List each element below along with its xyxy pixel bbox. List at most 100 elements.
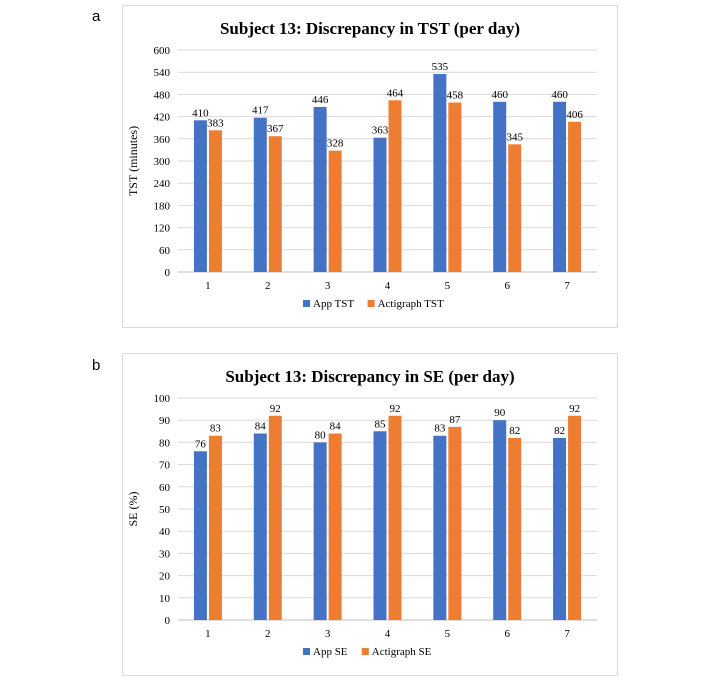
y-tick-label: 60 bbox=[159, 245, 171, 257]
y-tick-label: 360 bbox=[154, 134, 171, 146]
data-label: 90 bbox=[494, 407, 506, 419]
x-tick-label: 2 bbox=[265, 628, 271, 640]
data-label: 446 bbox=[312, 94, 329, 106]
bar bbox=[193, 120, 207, 272]
tst-bar-chart: Subject 13: Discrepancy in TST (per day)… bbox=[126, 19, 597, 310]
x-tick-label: 2 bbox=[265, 280, 271, 292]
x-tick-label: 7 bbox=[564, 280, 570, 292]
chart-panel-b: Subject 13: Discrepancy in SE (per day) 0… bbox=[122, 353, 618, 676]
data-label: 345 bbox=[506, 131, 523, 143]
data-label: 85 bbox=[375, 418, 387, 430]
y-tick-label: 0 bbox=[165, 267, 171, 279]
x-tick-label: 1 bbox=[205, 280, 211, 292]
y-tick-label: 30 bbox=[159, 548, 171, 560]
bar bbox=[268, 136, 282, 272]
data-label: 383 bbox=[207, 117, 224, 129]
legend-label: Actigraph SE bbox=[372, 646, 432, 658]
y-axis-label: SE (%) bbox=[126, 492, 140, 527]
bar bbox=[388, 415, 402, 620]
legend-label: Actigraph TST bbox=[378, 298, 444, 310]
x-tick-label: 3 bbox=[325, 628, 331, 640]
chart-title: Subject 13: Discrepancy in SE (per day) bbox=[225, 367, 514, 386]
bar bbox=[568, 121, 582, 272]
data-label: 417 bbox=[252, 105, 269, 117]
bar bbox=[568, 415, 582, 620]
bar bbox=[208, 130, 222, 272]
data-label: 328 bbox=[327, 138, 344, 150]
data-label: 406 bbox=[566, 109, 583, 121]
chart-title: Subject 13: Discrepancy in TST (per day) bbox=[220, 19, 520, 38]
bar bbox=[448, 102, 462, 272]
data-label: 92 bbox=[270, 403, 281, 415]
legend-swatch bbox=[367, 300, 375, 307]
bar bbox=[388, 100, 402, 272]
y-axis-label: TST (minutes) bbox=[126, 126, 140, 196]
data-label: 76 bbox=[195, 438, 207, 450]
y-tick-label: 240 bbox=[154, 178, 171, 190]
y-tick-label: 90 bbox=[159, 415, 171, 427]
data-label: 410 bbox=[192, 107, 209, 119]
x-tick-label: 4 bbox=[385, 628, 391, 640]
data-label: 464 bbox=[387, 87, 404, 99]
y-tick-label: 70 bbox=[159, 460, 171, 472]
data-label: 460 bbox=[491, 89, 508, 101]
panel-label-a: a bbox=[92, 8, 101, 25]
y-tick-label: 20 bbox=[159, 571, 171, 583]
bar bbox=[328, 433, 342, 620]
data-label: 82 bbox=[509, 425, 520, 437]
y-tick-label: 600 bbox=[154, 45, 171, 57]
bar bbox=[373, 137, 387, 272]
y-tick-label: 40 bbox=[159, 526, 171, 538]
y-tick-label: 300 bbox=[154, 156, 171, 168]
legend-swatch bbox=[303, 300, 310, 307]
x-tick-label: 4 bbox=[385, 280, 391, 292]
data-label: 460 bbox=[551, 89, 568, 101]
bar bbox=[268, 415, 282, 620]
bar bbox=[253, 117, 267, 273]
bar bbox=[373, 431, 387, 620]
bar bbox=[313, 442, 327, 620]
bar bbox=[493, 420, 507, 620]
data-label: 80 bbox=[315, 429, 327, 441]
bar bbox=[253, 433, 267, 620]
y-tick-label: 80 bbox=[159, 437, 171, 449]
data-label: 84 bbox=[255, 421, 266, 433]
y-tick-label: 420 bbox=[154, 112, 171, 124]
se-bar-chart: Subject 13: Discrepancy in SE (per day) 0… bbox=[126, 367, 597, 658]
data-label: 83 bbox=[210, 423, 222, 435]
y-tick-label: 480 bbox=[154, 89, 171, 101]
y-tick-label: 50 bbox=[159, 504, 171, 516]
bar bbox=[553, 101, 567, 272]
bar bbox=[208, 435, 222, 620]
data-label: 92 bbox=[569, 403, 580, 415]
data-label: 83 bbox=[434, 423, 446, 435]
bar bbox=[508, 144, 522, 272]
data-label: 84 bbox=[330, 421, 342, 433]
data-label: 363 bbox=[372, 125, 389, 137]
bar bbox=[313, 106, 327, 272]
x-tick-label: 3 bbox=[325, 280, 331, 292]
legend-swatch bbox=[303, 648, 310, 655]
bar bbox=[508, 437, 522, 620]
x-tick-label: 5 bbox=[445, 628, 451, 640]
legend-label: App SE bbox=[313, 646, 348, 658]
data-label: 458 bbox=[447, 90, 464, 102]
y-tick-label: 120 bbox=[154, 223, 171, 235]
y-tick-label: 540 bbox=[154, 67, 171, 79]
x-tick-label: 6 bbox=[504, 628, 510, 640]
legend-swatch bbox=[361, 648, 369, 655]
bar bbox=[448, 426, 462, 620]
bar bbox=[328, 150, 342, 272]
y-tick-label: 0 bbox=[165, 615, 171, 627]
data-label: 87 bbox=[449, 414, 461, 426]
x-tick-label: 5 bbox=[445, 280, 451, 292]
x-tick-label: 1 bbox=[205, 628, 211, 640]
bar bbox=[493, 101, 507, 272]
y-tick-label: 180 bbox=[154, 200, 171, 212]
data-label: 82 bbox=[554, 425, 565, 437]
data-label: 92 bbox=[390, 403, 401, 415]
legend-label: App TST bbox=[313, 298, 354, 310]
data-label: 535 bbox=[432, 61, 449, 73]
y-tick-label: 100 bbox=[154, 393, 171, 405]
y-tick-label: 60 bbox=[159, 482, 171, 494]
